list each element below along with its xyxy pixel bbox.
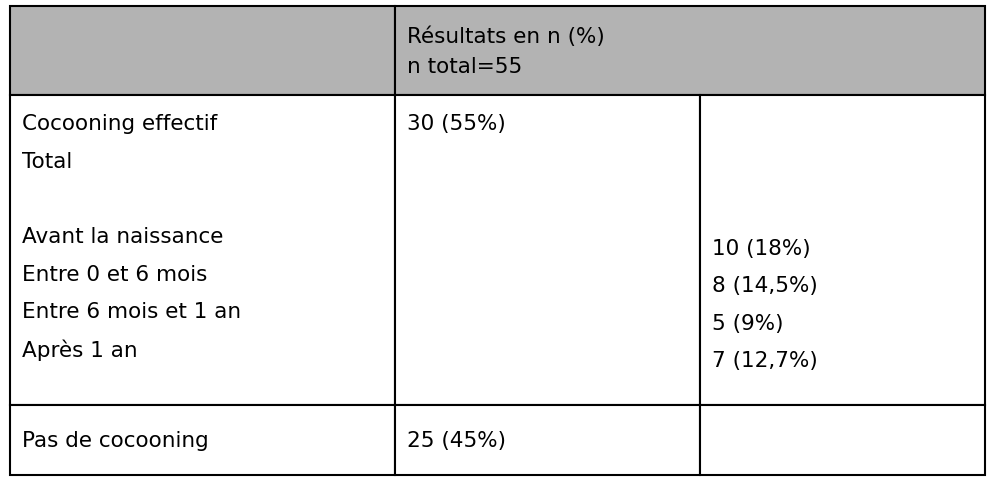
Text: Entre 0 et 6 mois: Entre 0 et 6 mois bbox=[22, 264, 207, 284]
Text: Total: Total bbox=[22, 152, 72, 172]
Bar bbox=[700, 96, 985, 406]
Text: Cocooning effectif: Cocooning effectif bbox=[22, 114, 217, 134]
Bar bbox=[395, 96, 700, 406]
Bar bbox=[10, 7, 395, 96]
Text: Résultats en n (%)
n total=55: Résultats en n (%) n total=55 bbox=[407, 26, 605, 77]
Text: Après 1 an: Après 1 an bbox=[22, 339, 138, 360]
Text: 7 (12,7%): 7 (12,7%) bbox=[712, 351, 818, 371]
Bar bbox=[395, 406, 700, 475]
Text: Avant la naissance: Avant la naissance bbox=[22, 227, 223, 247]
Text: 30 (55%): 30 (55%) bbox=[407, 114, 506, 134]
Text: Entre 6 mois et 1 an: Entre 6 mois et 1 an bbox=[22, 301, 241, 322]
Text: 8 (14,5%): 8 (14,5%) bbox=[712, 276, 818, 296]
Text: 10 (18%): 10 (18%) bbox=[712, 239, 811, 258]
Bar bbox=[700, 406, 985, 475]
Bar bbox=[10, 406, 395, 475]
Text: 5 (9%): 5 (9%) bbox=[712, 313, 784, 333]
Bar bbox=[10, 96, 395, 406]
Bar bbox=[395, 7, 985, 96]
Text: Pas de cocooning: Pas de cocooning bbox=[22, 431, 209, 450]
Text: 25 (45%): 25 (45%) bbox=[407, 431, 506, 450]
